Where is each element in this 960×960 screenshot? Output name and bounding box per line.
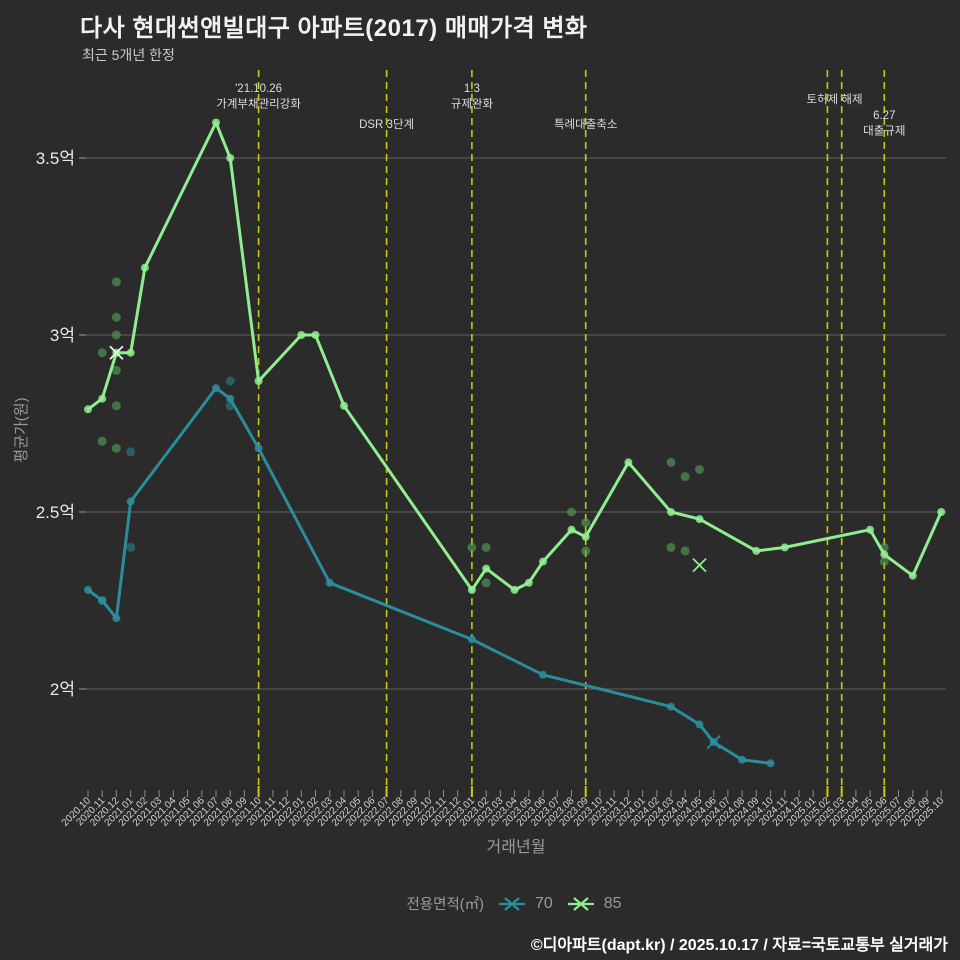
price-point-85	[752, 546, 761, 555]
price-point-70	[226, 394, 235, 403]
price-point-85	[482, 564, 491, 573]
page-subtitle: 최근 5개년 한정	[82, 47, 175, 63]
price-point-85	[226, 154, 235, 162]
x-marker-70	[706, 734, 721, 750]
transaction-dot-85	[581, 546, 591, 556]
transaction-dot-85	[680, 472, 690, 482]
transaction-dot-85	[97, 348, 107, 358]
transaction-dot-85	[111, 277, 121, 287]
legend-item-label: 85	[603, 894, 622, 912]
legend-title: 전용면적(㎡)	[406, 897, 484, 913]
x-axis-title: 거래년월	[487, 838, 546, 856]
price-point-85	[212, 118, 220, 127]
price-line-85	[86, 121, 943, 592]
price-point-70	[254, 444, 263, 453]
transaction-dot-85	[581, 518, 591, 528]
price-point-85	[695, 515, 704, 524]
transaction-dot-70	[126, 542, 136, 552]
price-point-85	[539, 557, 547, 566]
y-tick-label: 2.5억	[36, 503, 75, 522]
price-point-70	[738, 755, 747, 764]
price-point-85	[581, 532, 590, 541]
price-point-70	[467, 635, 476, 644]
legend-marker-icon	[498, 896, 525, 911]
transaction-dot-85	[97, 436, 107, 446]
price-point-85	[340, 401, 348, 410]
transaction-dot-85	[695, 465, 704, 474]
transaction-dot-85	[481, 542, 491, 552]
transaction-dot-85	[467, 542, 477, 552]
price-point-85	[880, 550, 889, 559]
transaction-dot-70	[225, 376, 235, 386]
transaction-dot-85	[879, 557, 889, 567]
source-credit: ©디아파트(dapt.kr) / 2025.10.17 / 자료=국토교통부 실…	[530, 937, 948, 954]
price-point-70	[695, 720, 704, 729]
price-point-70	[766, 759, 775, 768]
price-point-85	[908, 571, 917, 580]
page-title: 다사 현대썬앤빌대구 아파트(2017) 매매가격 변화	[80, 15, 588, 42]
y-axis-title: 평균가(원)	[13, 397, 30, 462]
price-point-85	[140, 263, 149, 272]
price-point-70	[112, 614, 121, 623]
price-point-85	[254, 377, 263, 385]
event-annotation: '21.10.26	[235, 83, 282, 95]
price-point-85	[667, 508, 675, 516]
price-point-85	[311, 331, 320, 339]
chart-legend: 전용면적(㎡) 70 85	[34, 893, 960, 914]
legend-item-70: 70	[497, 895, 553, 913]
event-annotation: DSR 3단계	[359, 118, 414, 131]
transaction-dot-85	[666, 542, 676, 552]
event-annotation: 대출규제	[863, 125, 905, 138]
price-point-85	[866, 525, 875, 534]
price-point-70	[98, 596, 107, 605]
price-point-85	[126, 348, 135, 357]
transaction-dot-85	[680, 546, 690, 556]
price-point-85	[937, 508, 946, 516]
price-point-85	[98, 394, 107, 403]
price-point-85	[624, 458, 633, 467]
price-point-70	[212, 384, 220, 393]
transaction-dot-70	[126, 447, 136, 457]
y-tick-label: 2억	[50, 680, 75, 699]
price-point-85	[510, 585, 519, 594]
price-point-70	[126, 497, 135, 506]
x-marker-85	[109, 345, 124, 360]
price-point-70	[667, 702, 675, 711]
y-tick-label: 3억	[50, 326, 75, 345]
transaction-dot-85	[567, 507, 576, 517]
transaction-dot-85	[481, 578, 491, 588]
transaction-dot-85	[111, 401, 121, 411]
event-annotation: 6.27	[873, 110, 895, 122]
price-point-70	[84, 585, 92, 594]
transaction-dot-85	[111, 443, 121, 453]
y-tick-label: 3.5억	[36, 149, 75, 168]
price-point-85	[84, 405, 92, 414]
legend-items: 70 85	[497, 895, 622, 913]
transaction-dot-85	[666, 457, 676, 467]
price-point-85	[467, 585, 476, 594]
price-point-85	[297, 331, 306, 339]
price-point-85	[524, 578, 533, 587]
price-point-85	[780, 543, 789, 552]
legend-marker-icon	[567, 896, 594, 911]
legend-item-label: 70	[534, 894, 553, 912]
transaction-dot-85	[111, 312, 121, 322]
legend-item-85: 85	[566, 895, 622, 913]
price-point-85	[567, 525, 576, 534]
transaction-dot-85	[111, 365, 121, 375]
event-annotation: 1.3	[464, 83, 480, 95]
price-point-70	[325, 578, 334, 587]
transaction-dot-85	[111, 330, 121, 340]
event-annotation: 규제완화	[451, 98, 494, 111]
price-point-70	[539, 670, 547, 679]
x-marker-85	[692, 557, 707, 573]
event-annotation: 가계부채관리강화	[216, 98, 301, 111]
event-annotation: 특례대출축소	[554, 118, 617, 131]
event-annotation: 토허제 해제	[806, 93, 862, 106]
